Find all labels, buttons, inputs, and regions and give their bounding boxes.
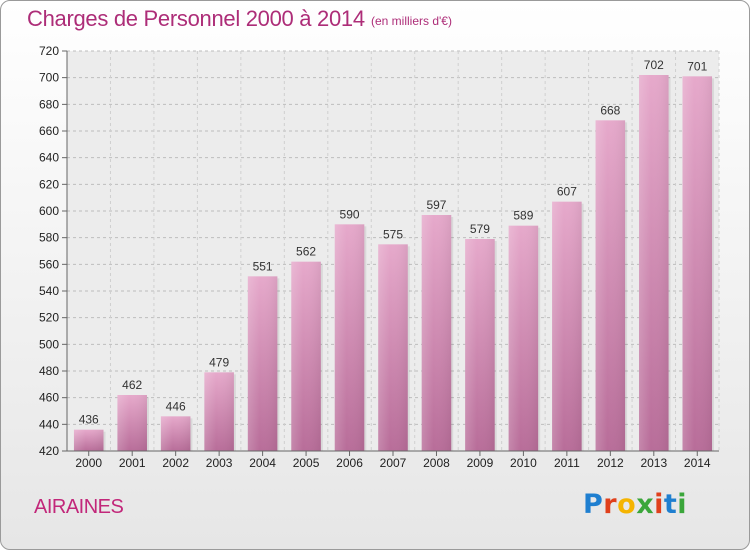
bar-value-label: 551 [253,259,273,273]
x-tick-label: 2003 [206,456,233,470]
x-tick-label: 2000 [75,456,102,470]
bar-value-label: 590 [340,207,360,221]
y-tick-label: 620 [39,177,59,191]
logo-letter: i [677,489,688,520]
x-tick-label: 2004 [249,456,276,470]
logo-letter: x [636,489,655,520]
x-tick-label: 2002 [162,456,189,470]
x-tick-label: 2005 [293,456,320,470]
x-tick-label: 2013 [640,456,667,470]
bar-value-label: 575 [383,227,403,241]
bar-value-label: 597 [426,198,446,212]
bar-highlight [682,76,713,451]
x-tick-label: 2011 [554,456,580,470]
x-tick-label: 2010 [510,456,537,470]
y-tick-label: 560 [39,257,59,271]
bar-value-label: 436 [79,413,99,427]
bar-highlight [73,429,104,451]
bar-highlight [552,201,582,451]
x-tick-label: 2007 [380,456,407,470]
bar-highlight [595,120,626,451]
y-tick-label: 640 [39,151,59,165]
y-tick-label: 440 [39,417,59,431]
commune-name: AIRAINES [34,496,124,518]
bar-highlight [247,276,278,451]
y-tick-label: 540 [39,284,59,298]
x-tick-label: 2009 [467,456,494,470]
logo-letter: t [663,489,678,520]
logo-letter: P [583,489,604,520]
bar-highlight [204,372,234,451]
bar-highlight [508,225,539,451]
x-tick-label: 2006 [336,456,363,470]
y-tick-label: 460 [39,391,59,405]
y-tick-label: 520 [39,311,59,325]
bar-value-label: 462 [122,378,142,392]
bar-highlight [378,244,408,451]
y-tick-label: 680 [39,97,59,111]
proxiti-logo: Proxiti [583,489,687,520]
bar-value-label: 579 [470,222,490,236]
y-tick-label: 480 [39,364,59,378]
bar-highlight [465,239,495,451]
y-tick-label: 720 [39,44,59,58]
bar-highlight [421,215,452,451]
chart-title: Charges de Personnel 2000 à 2014 [27,6,365,31]
bar-value-label: 446 [166,399,186,413]
x-tick-label: 2008 [423,456,450,470]
x-tick-label: 2014 [684,456,711,470]
bar-value-label: 702 [644,58,664,72]
y-tick-label: 580 [39,231,59,245]
logo-letter: r [603,489,618,520]
logo-letter: i [654,489,664,520]
bar-value-label: 668 [600,103,620,117]
bar-highlight [117,395,147,451]
bar-value-label: 607 [557,185,577,199]
logo-letter: o [617,489,637,520]
y-tick-label: 660 [39,124,59,138]
x-tick-label: 2001 [119,456,146,470]
bars-layer: 436 462 446 479 551 562 590 575 597 579 589 607 668 7… [73,58,715,451]
y-tick-label: 600 [39,204,59,218]
y-tick-label: 420 [39,444,59,458]
x-tick-label: 2012 [597,456,624,470]
bar-value-label: 479 [209,355,229,369]
bar-highlight [639,75,669,451]
bar-value-label: 589 [513,209,533,223]
bar-value-label: 562 [296,245,316,259]
chart-unit: (en milliers d'€) [371,14,452,28]
y-tick-label: 700 [39,71,59,85]
bar-highlight [160,416,191,451]
axis-layer: 420 440 460 480 500 520 540 560 580 600 620 640 660 6… [39,44,719,470]
bar-highlight [334,224,365,451]
bar-highlight [291,261,321,451]
bar-value-label: 701 [687,59,707,73]
y-tick-label: 500 [39,337,59,351]
